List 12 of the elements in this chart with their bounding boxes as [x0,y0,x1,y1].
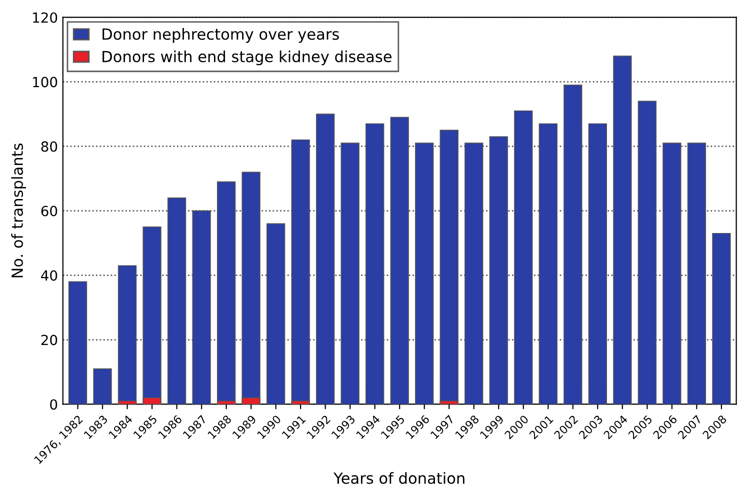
y-tick-label: 80 [41,141,58,152]
y-tick-label: 60 [41,206,58,216]
y-tick-label: 120 [33,12,58,23]
y-tick-label: 100 [33,76,58,88]
y-axis-title: No. of transplants [11,144,26,278]
legend-label: Donor nephrectomy over years [102,28,339,43]
y-tick-label: 0 [50,399,58,410]
y-tick-label: 40 [41,270,58,281]
legend-label: Donors with end stage kidney disease [102,50,392,66]
x-axis-title: Years of donation [334,472,464,484]
bar [93,368,112,404]
y-tick-label: 20 [41,334,58,346]
